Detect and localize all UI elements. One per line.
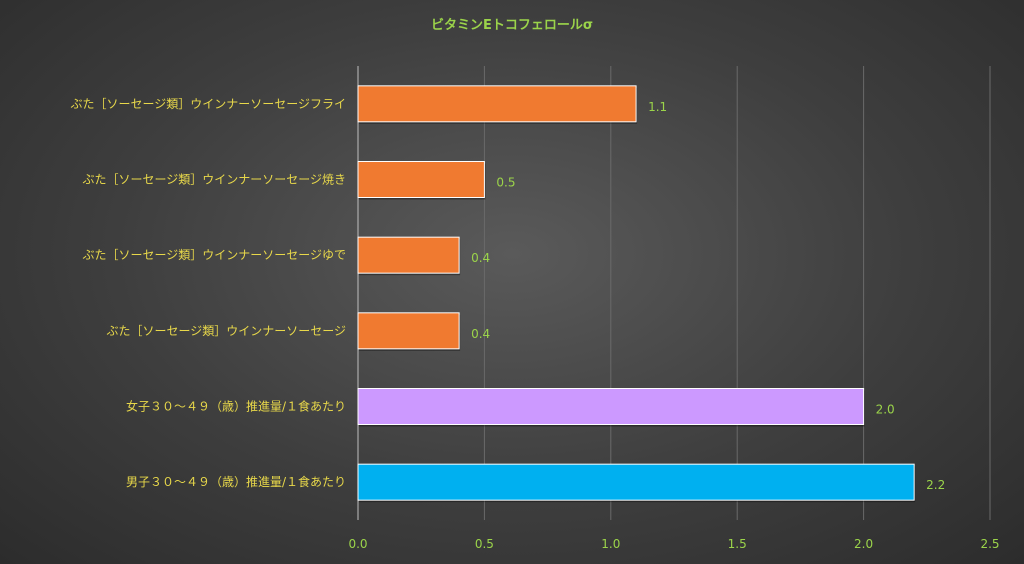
bar: [357, 312, 460, 350]
data-label: 2.2: [926, 478, 945, 492]
chart-title: ビタミンEトコフェロールσ: [431, 17, 593, 33]
x-tick-label: 0.0: [348, 537, 367, 551]
bar: [357, 463, 915, 501]
bar: [357, 85, 637, 123]
bar: [357, 388, 865, 425]
x-tick-label: 0.5: [475, 537, 494, 551]
category-label: ぶた［ソーセージ類］ウインナーソーセージ: [106, 324, 346, 338]
x-tick-label: 2.0: [854, 537, 873, 551]
x-tick-label: 1.5: [728, 537, 747, 551]
category-label: 女子３０～４９（歳）推進量/１食あたり: [126, 399, 346, 414]
data-label: 0.4: [471, 327, 490, 341]
data-label: 0.5: [496, 176, 515, 190]
category-label: 男子３０～４９（歳）推進量/１食あたり: [126, 474, 346, 489]
data-label: 0.4: [471, 251, 490, 265]
x-tick-label: 1.0: [601, 537, 620, 551]
category-label: ぶた［ソーセージ類］ウインナーソーセージフライ: [70, 97, 346, 111]
gridlines: [357, 66, 991, 520]
bars: [357, 85, 916, 503]
bar: [357, 161, 485, 198]
category-label: ぶた［ソーセージ類］ウインナーソーセージ焼き: [82, 173, 346, 187]
labels: 0.0 0.5 1.0 1.5 2.0 2.5 ぶた［ソーセージ類］ウインナーソーセージフラ…: [70, 97, 999, 551]
bar: [357, 236, 460, 274]
x-tick-label: 2.5: [980, 537, 999, 551]
category-label: ぶた［ソーセージ類］ウインナーソーセージゆで: [82, 248, 346, 262]
data-label: 1.1: [648, 100, 667, 114]
data-label: 2.0: [876, 403, 895, 417]
